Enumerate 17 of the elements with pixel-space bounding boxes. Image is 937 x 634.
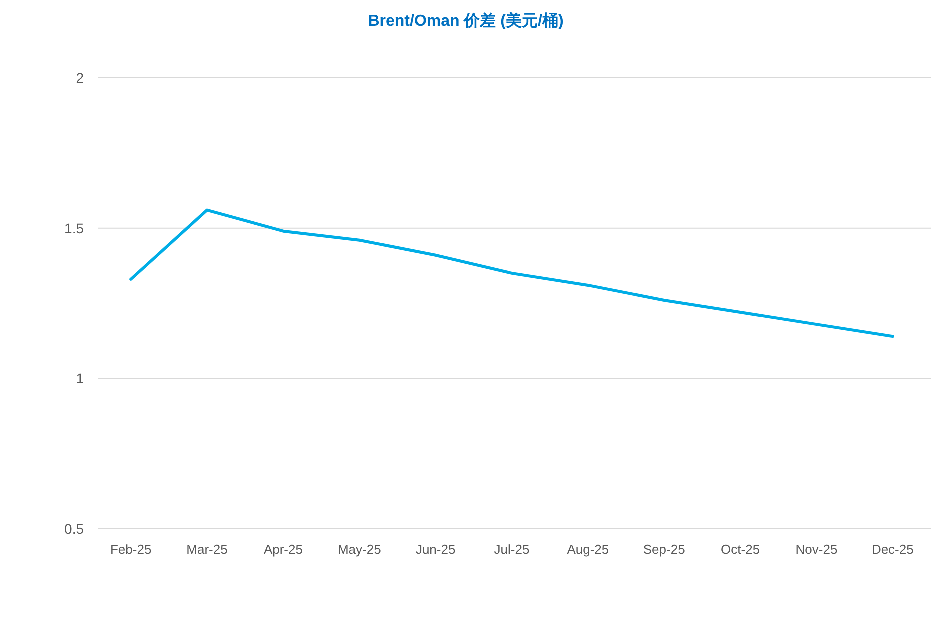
y-tick-label: 0.5 (64, 521, 84, 537)
y-tick-label: 1 (76, 370, 84, 387)
x-tick-label: Aug-25 (567, 542, 610, 557)
x-tick-label: Apr-25 (264, 542, 303, 557)
x-tick-label: Nov-25 (796, 542, 838, 557)
line-series (130, 208, 894, 338)
x-tick-label: Mar-25 (186, 542, 228, 557)
y-tick-label: 1.5 (64, 220, 84, 236)
x-tick-label: Feb-25 (110, 542, 152, 557)
x-tick-label: Oct-25 (721, 542, 760, 557)
x-tick-label: Jul-25 (494, 542, 530, 557)
x-tick-label: May-25 (338, 542, 382, 557)
chart-title: Brent/Oman 价差 (美元/桶) (368, 11, 564, 30)
x-tick-label: Dec-25 (872, 542, 914, 557)
x-tick-label: Sep-25 (643, 542, 686, 557)
y-tick-label: 2 (76, 70, 84, 86)
x-tick-label: Jun-25 (416, 542, 456, 557)
